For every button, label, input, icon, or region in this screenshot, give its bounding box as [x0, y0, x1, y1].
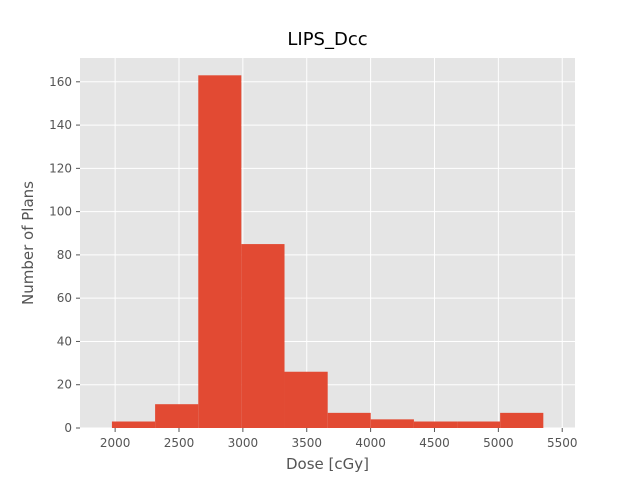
histogram-bar [284, 371, 328, 428]
y-tick-label: 100 [49, 205, 72, 219]
x-axis-ticks: 2000 2500 3000 3500 4000 4500 5000 5500 [100, 428, 578, 450]
y-tick-label: 80 [57, 248, 72, 262]
histogram-bar [198, 75, 242, 429]
histogram-bar [370, 419, 414, 428]
x-tick-label: 5000 [483, 436, 514, 450]
y-tick-label: 60 [57, 291, 72, 305]
plot-area [80, 58, 575, 428]
histogram-bar [500, 412, 544, 428]
y-tick-label: 40 [57, 334, 72, 348]
x-tick-label: 3000 [228, 436, 259, 450]
histogram-bar [327, 412, 371, 428]
histogram-bar [457, 421, 501, 428]
x-axis-label: Dose [cGy] [286, 455, 369, 473]
histogram-bar [241, 244, 285, 428]
x-tick-label: 3500 [291, 436, 322, 450]
x-tick-label: 5500 [547, 436, 578, 450]
y-tick-label: 20 [57, 378, 72, 392]
y-axis-label: Number of Plans [19, 181, 37, 305]
histogram-bar [413, 421, 458, 428]
chart-title: LIPS_Dcc [287, 29, 368, 50]
y-tick-label: 120 [49, 161, 72, 175]
y-tick-label: 0 [64, 421, 72, 435]
y-tick-label: 140 [49, 118, 72, 132]
y-tick-label: 160 [49, 75, 72, 89]
x-tick-label: 4000 [355, 436, 386, 450]
x-tick-label: 2500 [164, 436, 195, 450]
histogram-bar [111, 421, 156, 428]
x-tick-label: 4500 [419, 436, 450, 450]
histogram-bar [155, 404, 199, 428]
x-tick-label: 2000 [100, 436, 131, 450]
bars [111, 75, 544, 429]
y-axis-ticks: 0 20 40 60 80 100 120 140 160 [49, 75, 80, 435]
